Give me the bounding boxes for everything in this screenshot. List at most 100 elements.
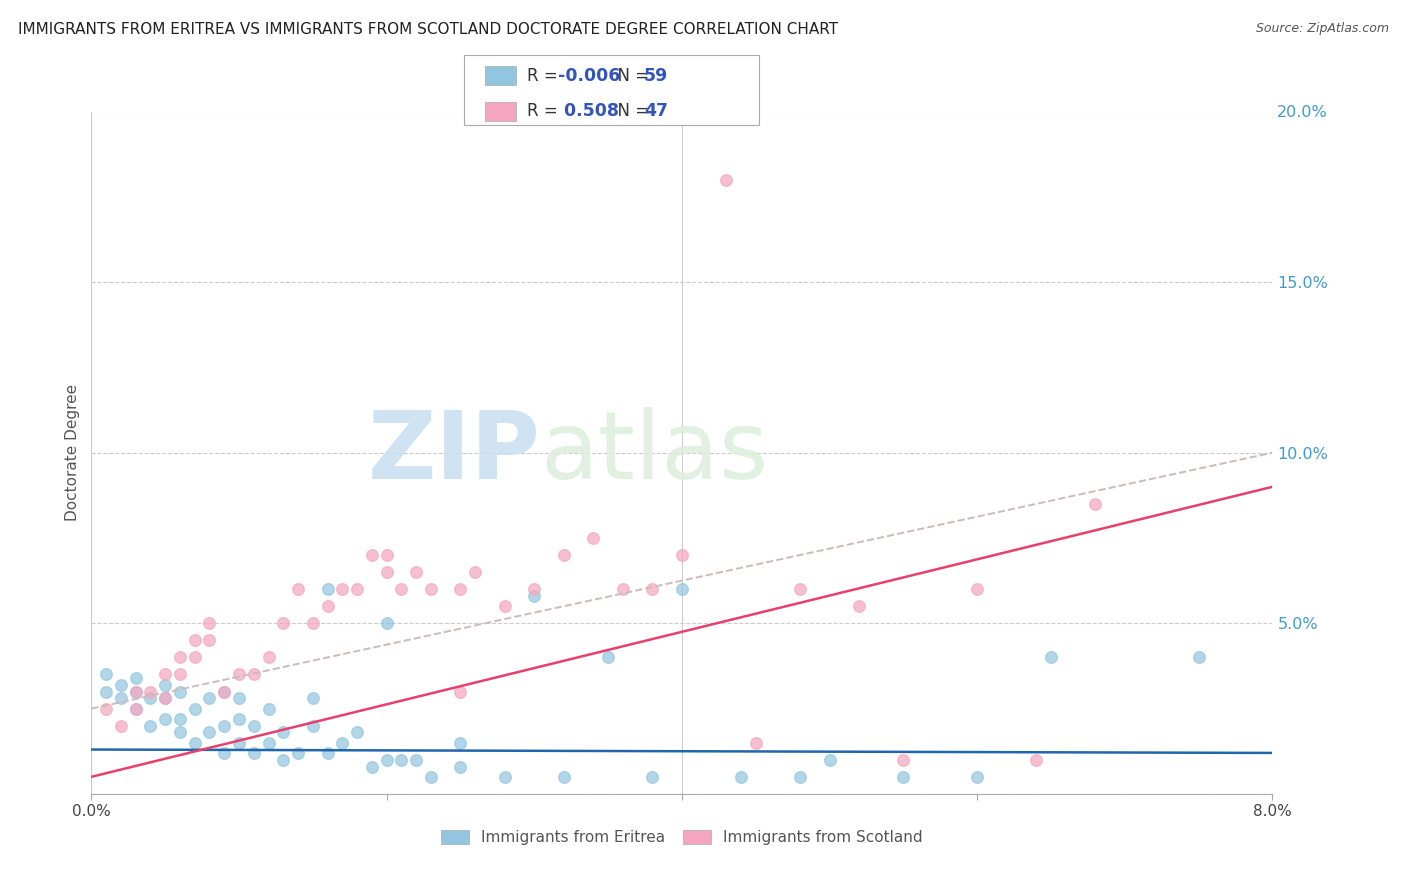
Text: IMMIGRANTS FROM ERITREA VS IMMIGRANTS FROM SCOTLAND DOCTORATE DEGREE CORRELATION: IMMIGRANTS FROM ERITREA VS IMMIGRANTS FR… [18,22,838,37]
Point [153,691,177,706]
Point [153,712,177,726]
Point [332,736,354,750]
Point [789,770,811,784]
Point [730,770,752,784]
Point [139,691,162,706]
Point [183,650,207,665]
Point [641,770,664,784]
Point [198,633,221,648]
Point [450,582,472,596]
Point [271,753,295,767]
Point [360,759,382,773]
Legend: Immigrants from Eritrea, Immigrants from Scotland: Immigrants from Eritrea, Immigrants from… [434,824,929,851]
Point [198,725,221,739]
Point [96,684,118,698]
Point [714,173,737,187]
Point [96,667,118,681]
Point [641,582,664,596]
Point [96,701,118,715]
Point [1025,753,1047,767]
Point [124,701,148,715]
Point [745,736,768,750]
Point [287,746,309,760]
Point [183,633,207,648]
Point [360,548,382,562]
Point [450,736,472,750]
Text: ZIP: ZIP [367,407,540,499]
Text: 0.508: 0.508 [558,103,619,120]
Point [582,531,605,545]
Point [523,589,546,603]
Text: 59: 59 [644,67,668,85]
Point [124,684,148,698]
Point [214,684,236,698]
Point [316,599,339,614]
Point [183,736,207,750]
Point [1187,650,1209,665]
Point [494,599,516,614]
Point [375,548,398,562]
Point [228,736,250,750]
Point [450,684,472,698]
Point [153,667,177,681]
Point [124,684,148,698]
Point [169,650,191,665]
Point [671,582,693,596]
Point [110,719,132,733]
Point [1040,650,1063,665]
Point [169,712,191,726]
Text: 47: 47 [644,103,668,120]
Point [419,770,441,784]
Point [848,599,870,614]
Point [316,746,339,760]
Point [153,691,177,706]
Y-axis label: Doctorate Degree: Doctorate Degree [65,384,80,521]
Point [110,678,132,692]
Point [612,582,634,596]
Point [228,667,250,681]
Point [169,667,191,681]
Point [271,616,295,631]
Point [598,650,620,665]
Point [375,565,398,579]
Point [893,753,915,767]
Point [553,548,575,562]
Point [391,753,413,767]
Point [169,725,191,739]
Point [346,725,368,739]
Point [139,719,162,733]
Point [110,691,132,706]
Point [257,650,280,665]
Point [198,691,221,706]
Point [1084,497,1107,511]
Point [228,712,250,726]
Text: -0.006: -0.006 [558,67,620,85]
Point [214,684,236,698]
Point [228,691,250,706]
Point [464,565,486,579]
Point [375,753,398,767]
Point [789,582,811,596]
Point [198,616,221,631]
Point [301,616,323,631]
Point [966,770,988,784]
Point [375,616,398,631]
Point [553,770,575,784]
Point [893,770,915,784]
Point [419,582,441,596]
Point [243,667,266,681]
Point [818,753,841,767]
Point [391,582,413,596]
Point [523,582,546,596]
Point [346,582,368,596]
Text: N =: N = [607,103,655,120]
Point [124,671,148,685]
Point [243,719,266,733]
Text: atlas: atlas [540,407,769,499]
Point [153,678,177,692]
Point [287,582,309,596]
Point [450,759,472,773]
Point [257,701,280,715]
Point [124,701,148,715]
Text: R =: R = [527,67,564,85]
